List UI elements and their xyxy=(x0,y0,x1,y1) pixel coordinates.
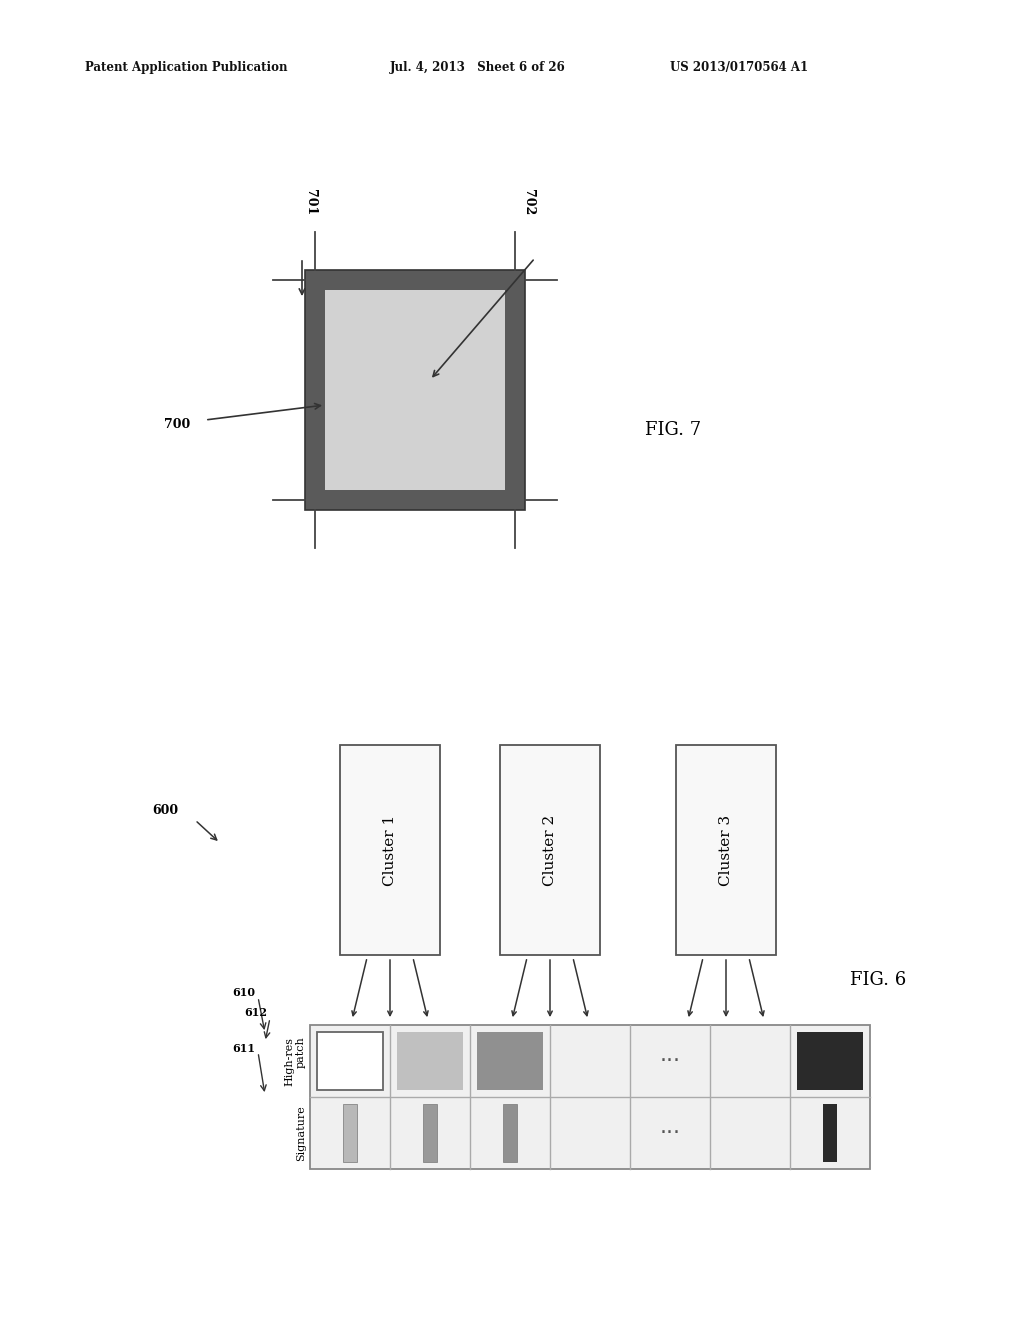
Bar xyxy=(797,1032,863,1090)
Text: Patent Application Publication: Patent Application Publication xyxy=(85,62,288,74)
Bar xyxy=(397,1032,463,1090)
Text: 700: 700 xyxy=(164,418,190,432)
Text: ···: ··· xyxy=(659,1123,681,1143)
Bar xyxy=(423,1104,437,1162)
Text: Jul. 4, 2013   Sheet 6 of 26: Jul. 4, 2013 Sheet 6 of 26 xyxy=(390,62,565,74)
Text: 701: 701 xyxy=(303,189,316,215)
Bar xyxy=(343,1104,357,1162)
Text: US 2013/0170564 A1: US 2013/0170564 A1 xyxy=(670,62,808,74)
Bar xyxy=(477,1032,543,1090)
Bar xyxy=(500,744,600,954)
Bar xyxy=(340,744,440,954)
Text: ···: ··· xyxy=(659,1051,681,1071)
Text: 612: 612 xyxy=(244,1007,267,1019)
Bar xyxy=(310,1026,870,1170)
Text: 600: 600 xyxy=(152,804,178,817)
Text: 610: 610 xyxy=(232,987,255,998)
Text: FIG. 7: FIG. 7 xyxy=(645,421,701,440)
Text: Cluster 2: Cluster 2 xyxy=(543,814,557,886)
Text: Cluster 3: Cluster 3 xyxy=(719,814,733,886)
Text: FIG. 6: FIG. 6 xyxy=(850,972,906,989)
Text: High-res
patch: High-res patch xyxy=(285,1036,306,1085)
Text: 702: 702 xyxy=(521,189,535,215)
Bar xyxy=(305,271,525,510)
Bar xyxy=(823,1104,837,1162)
Bar xyxy=(325,290,505,490)
Bar xyxy=(676,744,776,954)
Bar xyxy=(305,271,525,510)
Text: Cluster 1: Cluster 1 xyxy=(383,814,397,886)
Text: Signature: Signature xyxy=(296,1105,306,1160)
Bar xyxy=(317,1032,383,1090)
Text: 611: 611 xyxy=(232,1043,255,1053)
Bar xyxy=(503,1104,517,1162)
